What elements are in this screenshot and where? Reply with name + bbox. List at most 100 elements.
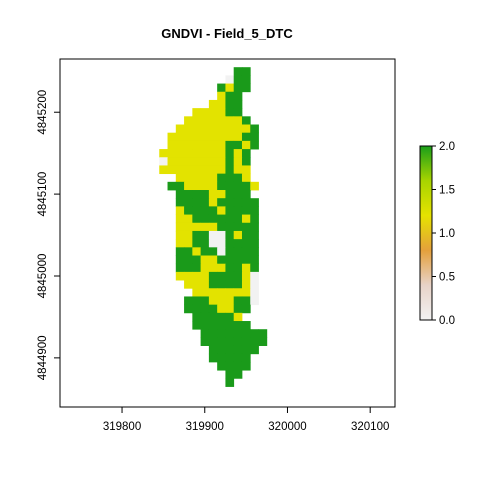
raster-cell: [184, 124, 193, 134]
legend-tick-label: 0.5: [439, 272, 455, 284]
raster-cell: [192, 149, 202, 158]
raster-cell: [241, 271, 251, 281]
raster-cell: [225, 140, 235, 150]
legend-color-bar: [419, 145, 433, 321]
raster-cell: [225, 222, 235, 232]
raster-cell: [192, 157, 202, 166]
x-tick-label: 319900: [186, 421, 224, 433]
raster-cell: [192, 271, 202, 281]
raster-cell: [233, 370, 243, 379]
raster-cell: [233, 361, 243, 371]
raster-cell: [184, 132, 193, 142]
raster-cell: [225, 337, 235, 346]
raster-cell: [184, 222, 193, 232]
raster-cell: [200, 263, 210, 273]
raster-cell: [175, 181, 185, 191]
raster-cell: [225, 304, 235, 314]
raster-cell: [192, 124, 202, 134]
raster-cell: [233, 247, 243, 256]
raster-cell: [233, 99, 243, 109]
raster-cell: [192, 173, 202, 183]
raster-cell: [233, 337, 243, 346]
raster-cell: [217, 321, 226, 330]
raster-cell: [200, 165, 210, 175]
raster-cell: [250, 329, 259, 338]
raster-cell: [233, 124, 243, 134]
raster-cell: [184, 116, 193, 125]
raster-cell: [200, 247, 210, 256]
raster-cell: [184, 157, 193, 166]
raster-cell: [208, 124, 218, 134]
raster-cell: [225, 247, 235, 256]
raster-cells: [159, 67, 268, 387]
raster-cell: [225, 181, 235, 191]
raster-cell: [208, 99, 218, 109]
raster-cell: [217, 149, 226, 158]
raster-cell: [192, 280, 202, 289]
raster-cell: [250, 206, 259, 215]
raster-cell: [200, 230, 210, 240]
raster-cell: [192, 140, 202, 150]
raster-cell: [208, 312, 218, 322]
raster-cell: [184, 247, 193, 256]
raster-cell: [192, 321, 202, 330]
raster-cell: [250, 271, 259, 281]
raster-cell: [200, 239, 210, 248]
raster-cell: [192, 222, 202, 232]
raster-cell: [184, 263, 193, 273]
raster-cell: [208, 255, 218, 265]
raster-cell: [250, 132, 259, 142]
raster-cell: [250, 239, 259, 248]
raster-cell: [225, 108, 235, 117]
raster-cell: [241, 181, 251, 191]
raster-cell: [217, 304, 226, 314]
raster-cell: [233, 263, 243, 273]
raster-cell: [241, 280, 251, 289]
raster-cell: [200, 198, 210, 207]
raster-cell: [241, 361, 251, 371]
raster-cell: [217, 312, 226, 322]
raster-cell: [217, 181, 226, 191]
raster-cell: [175, 124, 185, 134]
raster-cell: [167, 157, 177, 166]
y-axis: 4844900 4845000 4845100 4845200: [37, 90, 61, 380]
raster-cell: [233, 288, 243, 297]
raster-cell: [225, 214, 235, 224]
raster-cell: [250, 140, 259, 150]
raster-cell: [184, 280, 193, 289]
raster-cell: [159, 149, 168, 158]
raster-cell: [184, 173, 193, 183]
raster-cell: [208, 288, 218, 297]
raster-cell: [200, 124, 210, 134]
raster-cell: [192, 255, 202, 265]
raster-cell: [225, 329, 235, 338]
raster-cell: [208, 132, 218, 142]
raster-cell: [225, 198, 235, 207]
raster-cell: [233, 271, 243, 281]
raster-cell: [217, 329, 226, 338]
raster-cell: [233, 149, 243, 158]
raster-cell: [217, 165, 226, 175]
raster-cell: [217, 271, 226, 281]
raster-cell: [208, 149, 218, 158]
raster-cell: [192, 288, 202, 297]
raster-cell: [241, 263, 251, 273]
raster-cell: [250, 181, 259, 191]
raster-cell: [200, 255, 210, 265]
raster-cell: [217, 263, 226, 273]
raster-cell: [184, 271, 193, 281]
x-tick-label: 319800: [103, 421, 141, 433]
raster-cell: [233, 67, 243, 76]
raster-cell: [225, 345, 235, 355]
raster-cell: [200, 214, 210, 224]
raster-cell: [241, 198, 251, 207]
raster-cell: [208, 337, 218, 346]
y-tick-label: 4844900: [37, 335, 49, 380]
raster-cell: [184, 230, 193, 240]
raster-cell: [241, 230, 251, 240]
y-tick-label: 4845200: [37, 90, 49, 135]
raster-cell: [225, 321, 235, 330]
raster-cell: [225, 165, 235, 175]
raster-cell: [175, 173, 185, 183]
raster-cell: [241, 296, 251, 306]
